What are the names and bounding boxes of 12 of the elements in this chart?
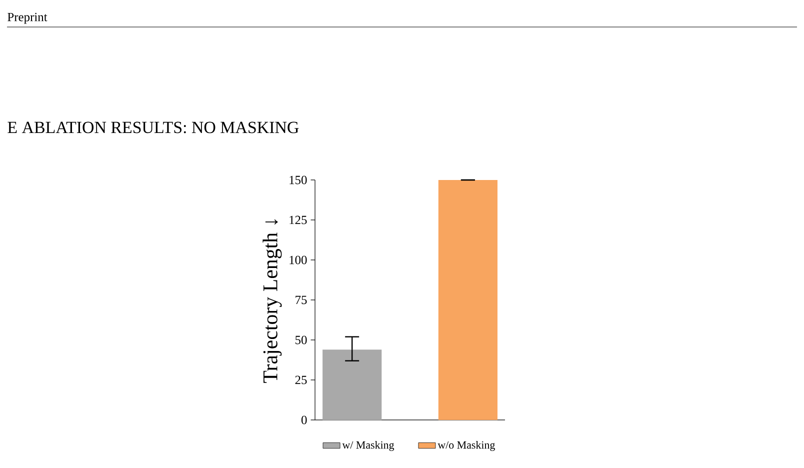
y-tick-label: 75 [296, 296, 307, 304]
text: E ABLATION RESULTS: NO MASKING [8, 122, 299, 134]
y-tick-label: 25 [295, 376, 307, 384]
y-tick-label: 0 [301, 416, 307, 424]
text: Preprint [8, 12, 48, 24]
y-tick-label: 125 [290, 216, 307, 224]
y-tick-label: 100 [290, 256, 307, 264]
y-axis-title: Trajectory Length ↓ [262, 219, 282, 383]
y-tick-label: 150 [290, 176, 307, 184]
y-tick-label: 50 [296, 336, 307, 344]
legend-label: w/o Masking [438, 440, 495, 451]
legend-label: w/ Masking [342, 440, 394, 451]
